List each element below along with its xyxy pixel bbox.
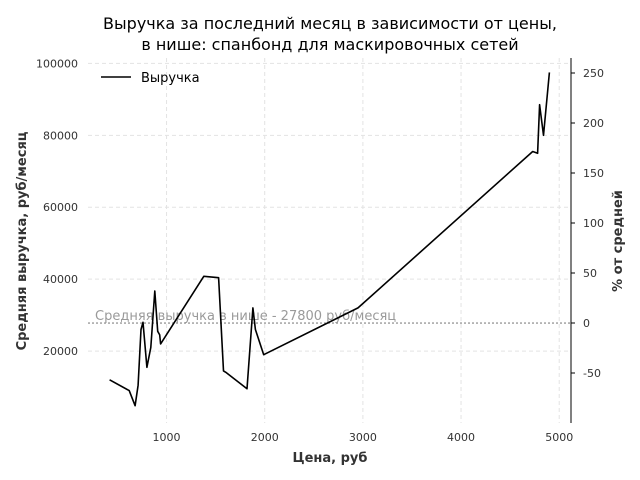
average-label: Средняя выручка в нише - 27800 руб/месяц — [95, 309, 396, 324]
y-tick-label-3: 80000 — [43, 129, 78, 142]
y-tick-label-0: 20000 — [43, 345, 78, 358]
chart-title-line2: в нише: спанбонд для маскировочных сетей — [141, 35, 518, 54]
y-ticks-right: -50 0 50 100 150 200 250 — [571, 67, 604, 380]
y-right-tick-label-5: 200 — [583, 117, 604, 130]
y-right-tick-label-3: 100 — [583, 217, 604, 230]
y-right-tick-label-6: 250 — [583, 67, 604, 80]
y-axis-label-right: % от средней — [611, 190, 626, 292]
average-line-group: Средняя выручка в нише - 27800 руб/месяц — [88, 309, 571, 324]
legend: Выручка — [101, 71, 200, 86]
series-group — [109, 72, 551, 407]
y-right-tick-label-0: -50 — [583, 367, 601, 380]
grid — [88, 58, 571, 423]
x-tick-label-1: 2000 — [251, 431, 279, 444]
y-axis-label: Средняя выручка, руб/месяц — [15, 131, 30, 350]
x-tick-label-0: 1000 — [153, 431, 181, 444]
legend-label: Выручка — [141, 71, 200, 86]
series-line-0 — [109, 72, 551, 407]
y-right-tick-label-2: 50 — [583, 267, 597, 280]
x-axis-label: Цена, руб — [293, 451, 368, 466]
y-ticks: 20000 40000 60000 80000 100000 — [36, 57, 78, 358]
y-right-tick-label-1: 0 — [583, 317, 590, 330]
y-right-tick-label-4: 150 — [583, 167, 604, 180]
y-tick-label-1: 40000 — [43, 273, 78, 286]
chart-title: Выручка за последний месяц в зависимости… — [103, 14, 557, 33]
x-ticks: 1000 2000 3000 4000 5000 — [153, 431, 574, 444]
x-tick-label-4: 5000 — [545, 431, 573, 444]
x-tick-label-3: 4000 — [447, 431, 475, 444]
x-tick-label-2: 3000 — [349, 431, 377, 444]
y-tick-label-4: 100000 — [36, 57, 78, 70]
y-tick-label-2: 60000 — [43, 201, 78, 214]
